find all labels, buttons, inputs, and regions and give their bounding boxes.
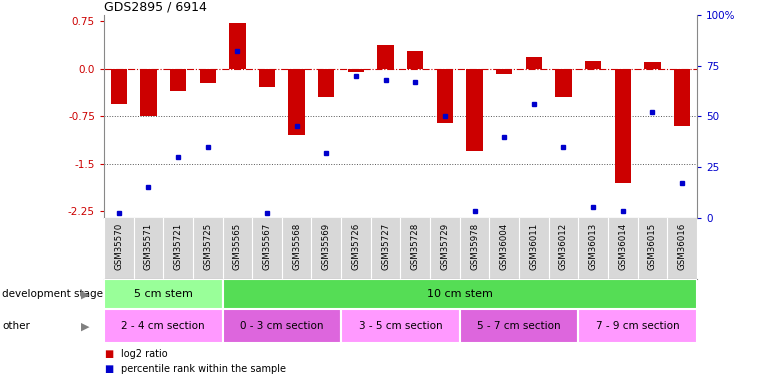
Text: GSM36004: GSM36004 xyxy=(500,222,509,270)
Bar xyxy=(555,69,571,97)
Bar xyxy=(460,309,578,343)
Bar xyxy=(585,61,601,69)
Bar xyxy=(140,69,156,116)
Text: percentile rank within the sample: percentile rank within the sample xyxy=(121,364,286,374)
Bar xyxy=(199,69,216,83)
Text: 2 - 4 cm section: 2 - 4 cm section xyxy=(122,321,205,331)
Text: ■: ■ xyxy=(104,364,113,374)
Text: 3 - 5 cm section: 3 - 5 cm section xyxy=(359,321,442,331)
Bar xyxy=(644,63,661,69)
Bar xyxy=(223,279,697,309)
Text: GSM35726: GSM35726 xyxy=(351,222,360,270)
Text: GSM35725: GSM35725 xyxy=(203,222,213,270)
Bar xyxy=(526,57,542,69)
Bar xyxy=(578,309,697,343)
Text: other: other xyxy=(2,321,30,331)
Text: GDS2895 / 6914: GDS2895 / 6914 xyxy=(104,1,207,14)
Bar xyxy=(407,51,424,69)
Text: GSM36014: GSM36014 xyxy=(618,222,628,270)
Text: ▶: ▶ xyxy=(81,290,89,299)
Bar xyxy=(614,69,631,183)
Bar xyxy=(229,23,246,69)
Bar xyxy=(318,69,334,97)
Text: ■: ■ xyxy=(104,350,113,359)
Bar xyxy=(223,309,341,343)
Text: 10 cm stem: 10 cm stem xyxy=(427,290,493,299)
Bar xyxy=(348,69,364,72)
Text: GSM35571: GSM35571 xyxy=(144,222,153,270)
Text: GSM35569: GSM35569 xyxy=(322,222,331,270)
Bar xyxy=(377,45,393,69)
Text: GSM35978: GSM35978 xyxy=(470,222,479,270)
Bar xyxy=(437,69,453,123)
Text: GSM36011: GSM36011 xyxy=(529,222,538,270)
Text: GSM35567: GSM35567 xyxy=(263,222,272,270)
Text: GSM35570: GSM35570 xyxy=(114,222,123,270)
Bar xyxy=(289,69,305,135)
Text: GSM35565: GSM35565 xyxy=(233,222,242,270)
Bar xyxy=(674,69,690,126)
Bar xyxy=(496,69,512,74)
Text: GSM36015: GSM36015 xyxy=(648,222,657,270)
Text: development stage: development stage xyxy=(2,290,103,299)
Bar xyxy=(259,69,275,87)
Bar xyxy=(111,69,127,104)
Bar xyxy=(170,69,186,91)
Text: GSM35727: GSM35727 xyxy=(381,222,390,270)
Text: GSM35729: GSM35729 xyxy=(440,222,450,270)
Text: GSM35728: GSM35728 xyxy=(410,222,420,270)
Text: GSM35721: GSM35721 xyxy=(173,222,182,270)
Bar xyxy=(467,69,483,151)
Text: log2 ratio: log2 ratio xyxy=(121,350,168,359)
Text: 7 - 9 cm section: 7 - 9 cm section xyxy=(596,321,679,331)
Bar xyxy=(341,309,460,343)
Text: GSM35568: GSM35568 xyxy=(292,222,301,270)
Text: 5 cm stem: 5 cm stem xyxy=(134,290,192,299)
Text: GSM36012: GSM36012 xyxy=(559,222,568,270)
Bar xyxy=(104,279,223,309)
Text: 0 - 3 cm section: 0 - 3 cm section xyxy=(240,321,323,331)
Text: 5 - 7 cm section: 5 - 7 cm section xyxy=(477,321,561,331)
Text: GSM36013: GSM36013 xyxy=(588,222,598,270)
Text: ▶: ▶ xyxy=(81,321,89,331)
Bar xyxy=(104,309,223,343)
Text: GSM36016: GSM36016 xyxy=(678,222,687,270)
